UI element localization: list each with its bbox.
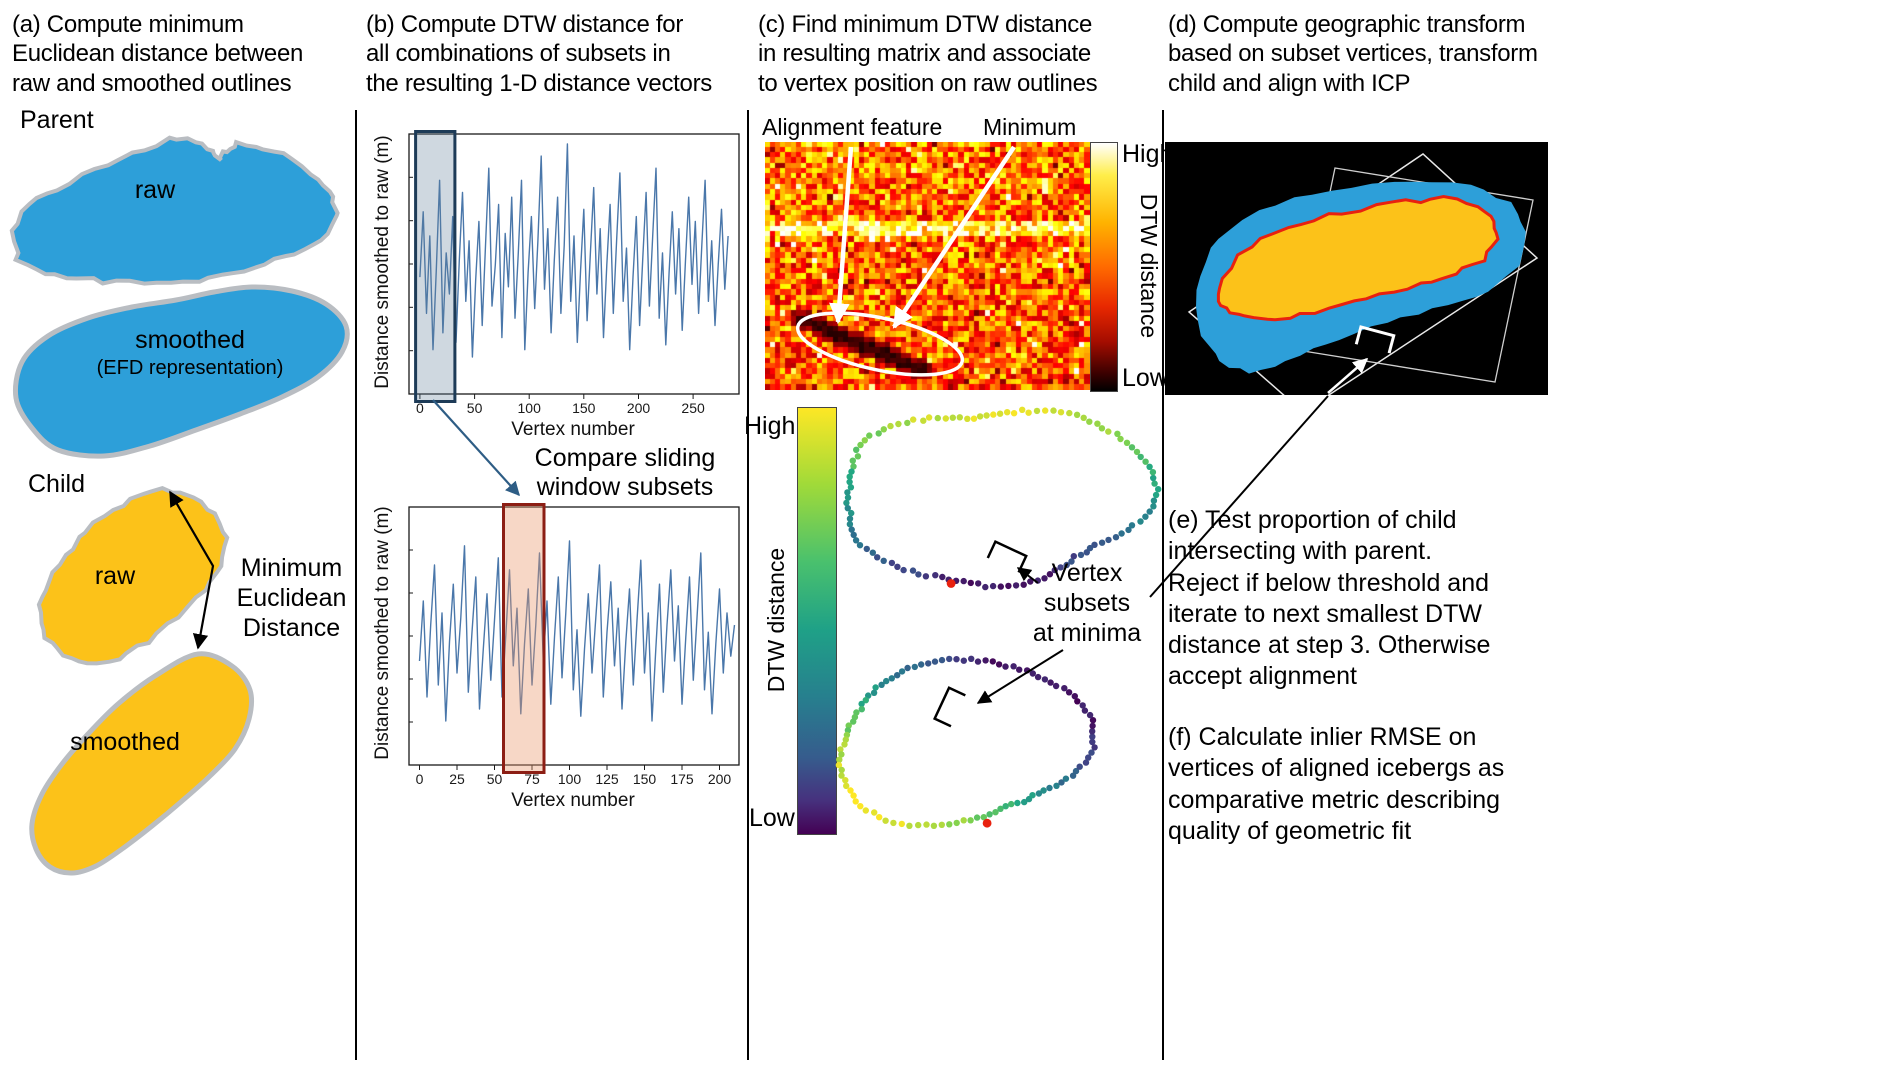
- parent-efd-label: (EFD representation): [96, 357, 284, 379]
- minimum-label: Minimum: [983, 114, 1077, 140]
- divider-bc: [747, 110, 749, 1060]
- parent-raw-outline-shape: [9, 135, 340, 286]
- svg-text:50: 50: [487, 771, 503, 787]
- geo-child-iceberg-shape: [1216, 194, 1500, 322]
- svg-text:25: 25: [449, 771, 465, 787]
- outline-colorbar-label: DTW distance: [763, 547, 789, 693]
- outline-colorbar: [797, 407, 837, 835]
- vertex-subsets-label: Vertex subsets at minima: [1032, 559, 1142, 647]
- svg-text:200: 200: [627, 400, 651, 416]
- chart1-ylabel: Distance smoothed to raw (m): [372, 135, 393, 389]
- child-smoothed-outline-shape: [29, 651, 255, 876]
- svg-text:0: 0: [416, 771, 424, 787]
- svg-text:150: 150: [572, 400, 596, 416]
- panel-d-title: (d) Compute geographic transform based o…: [1168, 11, 1538, 97]
- geo-subset-arrow: [1327, 358, 1369, 394]
- geo-vertex-subset-bracket: [1354, 325, 1396, 354]
- child-raw-label: raw: [94, 562, 136, 590]
- dtw-matrix-heatmap: [765, 142, 1090, 390]
- parent-label: Parent: [20, 106, 94, 134]
- min-euclidean-label: Minimum Euclidean Distance: [236, 554, 347, 642]
- chart1-xlabel: Vertex number: [511, 419, 635, 440]
- svg-text:200: 200: [708, 771, 732, 787]
- panel-b-title: (b) Compute DTW distance for all combina…: [366, 11, 712, 97]
- matrix-colorbar: [1090, 142, 1118, 392]
- divider-cd: [1162, 110, 1164, 1060]
- chart2-xlabel: Vertex number: [511, 790, 635, 811]
- panel-c-title: (c) Find minimum DTW distance in resulti…: [758, 11, 1098, 97]
- min-euclidean-arrow: [169, 490, 215, 650]
- panel-f-text: (f) Calculate inlier RMSE on vertices of…: [1168, 723, 1505, 845]
- outline-colorbar-high-label: High: [744, 412, 796, 440]
- panel-e-text: (e) Test proportion of child intersectin…: [1168, 506, 1491, 691]
- svg-text:0: 0: [416, 400, 424, 416]
- compare-sliding-label: Compare sliding window subsets: [534, 444, 716, 501]
- divider-ab: [355, 110, 357, 1060]
- outline-colorbar-low-label: Low: [749, 804, 795, 832]
- alignment-feature-label: Alignment feature: [762, 114, 943, 140]
- svg-text:75: 75: [524, 771, 540, 787]
- svg-text:100: 100: [558, 771, 582, 787]
- svg-text:250: 250: [681, 400, 705, 416]
- svg-text:125: 125: [595, 771, 619, 787]
- geographic-alignment-image: [1165, 142, 1548, 395]
- child-label: Child: [28, 470, 85, 498]
- svg-text:175: 175: [670, 771, 694, 787]
- vertex-subset-brackets: [932, 539, 1028, 728]
- dtw-line-chart-parent: 0 50 100 150 200 250: [408, 130, 740, 416]
- svg-text:150: 150: [633, 771, 657, 787]
- chart2-ylabel: Distance smoothed to raw (m): [372, 506, 393, 760]
- svg-text:100: 100: [518, 400, 542, 416]
- matrix-colorbar-label: DTW distance: [1136, 193, 1162, 339]
- matrix-colorbar-high-label: High: [1122, 140, 1174, 168]
- parent-smoothed-label: smoothed: [135, 326, 245, 354]
- parent-raw-label: raw: [134, 176, 176, 204]
- svg-text:50: 50: [467, 400, 483, 416]
- child-vertex-scatter: [835, 655, 1098, 829]
- panel-a-title: (a) Compute minimum Euclidean distance b…: [12, 11, 304, 97]
- matrix-colorbar-low-label: Low: [1122, 364, 1168, 392]
- dtw-line-chart-child: 0 25 50 75 100 125 150 175 200: [408, 503, 740, 787]
- child-smoothed-label: smoothed: [70, 728, 180, 756]
